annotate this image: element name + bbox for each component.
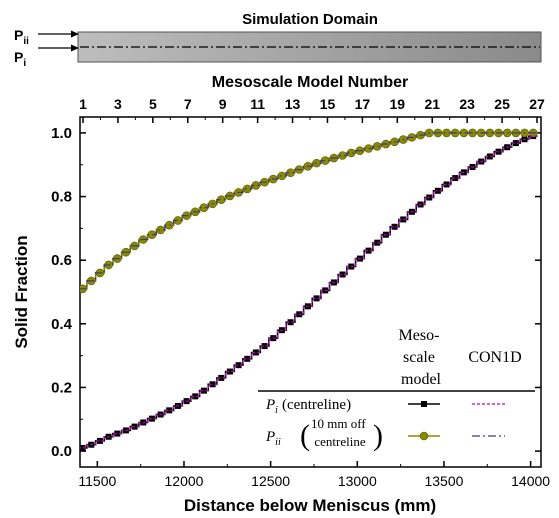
x-axis-label: Distance below Meniscus (mm) bbox=[184, 496, 436, 515]
data-point bbox=[261, 343, 268, 350]
series-3 bbox=[80, 135, 538, 449]
data-point bbox=[200, 387, 207, 394]
data-point bbox=[209, 381, 216, 388]
data-point bbox=[452, 175, 459, 182]
legend-entry-pii: Pii ( 10 mm off centreline ) bbox=[265, 416, 505, 452]
top-axis-ticks: 1 3 5 7 9 11 13 15 17 19 21 23 25 27 bbox=[79, 96, 545, 123]
x-tick-label: 13500 bbox=[424, 473, 463, 489]
y-tick-label: 0.6 bbox=[51, 252, 72, 269]
legend-paren-right: ) bbox=[373, 419, 383, 452]
y-tick-label: 0.4 bbox=[51, 316, 73, 333]
data-point bbox=[148, 415, 155, 422]
legend-con1d-header: CON1D bbox=[468, 349, 521, 366]
data-point bbox=[365, 247, 372, 254]
top-tick-label: 3 bbox=[114, 96, 122, 112]
top-axis-label: Mesoscale Model Number bbox=[212, 74, 409, 91]
data-point bbox=[443, 181, 450, 188]
svg-text:Pi(centreline): Pi (centreline) bbox=[265, 397, 351, 416]
data-point bbox=[96, 437, 103, 444]
y-tick-label: 1.0 bbox=[51, 125, 72, 142]
y-tick-label: 0.2 bbox=[51, 379, 72, 396]
top-tick-label: 19 bbox=[390, 96, 406, 112]
data-point bbox=[252, 349, 259, 356]
data-point bbox=[287, 319, 294, 326]
top-tick-label: 23 bbox=[459, 96, 475, 112]
data-point bbox=[434, 187, 441, 194]
y-axis-label: Solid Fraction bbox=[12, 235, 31, 348]
series-line bbox=[80, 132, 538, 290]
top-tick-label: 17 bbox=[355, 96, 371, 112]
series-line bbox=[80, 135, 538, 449]
x-tick-label: 12500 bbox=[251, 473, 290, 489]
data-point bbox=[218, 374, 225, 381]
data-point bbox=[391, 223, 398, 230]
arrow-head-icon bbox=[71, 30, 79, 38]
top-tick-label: 7 bbox=[184, 96, 192, 112]
data-point bbox=[400, 216, 407, 223]
arrow-head-icon bbox=[71, 44, 79, 52]
top-tick-label: 15 bbox=[320, 96, 336, 112]
data-point bbox=[339, 271, 346, 278]
data-point bbox=[114, 430, 121, 437]
series-line bbox=[80, 132, 538, 290]
data-point bbox=[226, 368, 233, 375]
y-tick-label: 0.0 bbox=[51, 443, 72, 460]
x-axis-ticks: 11500 12000 12500 13000 13500 14000 bbox=[78, 461, 550, 489]
simulation-domain-panel: Simulation Domain Pii Pi bbox=[14, 11, 542, 69]
data-point bbox=[192, 393, 199, 400]
top-tick-label: 21 bbox=[424, 96, 440, 112]
legend-meso-header: Meso- scale model bbox=[399, 327, 444, 388]
legend-entry-pi: Pi (centreline) bbox=[265, 397, 505, 416]
svg-text:10 mm off centreline: 10 mm off centreline bbox=[311, 416, 369, 449]
x-tick-label: 14000 bbox=[511, 473, 550, 489]
legend-paren-left: ( bbox=[300, 419, 310, 452]
x-tick-label: 11500 bbox=[78, 473, 116, 489]
y-tick-label: 0.8 bbox=[51, 189, 72, 206]
legend: Meso- scale model CON1D Pi (centreline) P… bbox=[258, 327, 535, 452]
data-point bbox=[313, 295, 320, 302]
top-tick-label: 11 bbox=[250, 96, 265, 112]
y-axis-ticks: 0.0 0.2 0.4 0.6 0.8 1.0 bbox=[51, 125, 541, 460]
arrow-pii: Pii bbox=[14, 27, 79, 47]
top-tick-label: 1 bbox=[79, 96, 87, 112]
x-tick-label: 13000 bbox=[338, 473, 377, 489]
legend-square-marker bbox=[421, 401, 427, 407]
data-point bbox=[244, 355, 251, 362]
legend-circle-marker bbox=[419, 431, 429, 441]
x-tick-label: 12000 bbox=[165, 473, 204, 489]
top-tick-label: 27 bbox=[529, 96, 545, 112]
domain-title: Simulation Domain bbox=[242, 11, 378, 28]
data-point bbox=[166, 407, 173, 414]
data-point bbox=[495, 148, 502, 155]
top-tick-label: 13 bbox=[285, 96, 301, 112]
arrow-pi: Pi bbox=[14, 44, 79, 69]
svg-text:Pii: Pii bbox=[265, 429, 281, 448]
data-point bbox=[512, 140, 519, 147]
data-point bbox=[486, 153, 493, 160]
series-layer bbox=[80, 128, 538, 451]
top-tick-label: 9 bbox=[219, 96, 227, 112]
data-point bbox=[164, 220, 174, 230]
series-4 bbox=[80, 132, 538, 290]
series-2 bbox=[80, 128, 538, 294]
top-tick-label: 25 bbox=[494, 96, 510, 112]
arrow-pi-label: Pi bbox=[14, 49, 26, 69]
top-tick-label: 5 bbox=[149, 96, 157, 112]
data-point bbox=[502, 128, 512, 138]
arrow-pii-label: Pii bbox=[14, 27, 29, 47]
data-point bbox=[235, 362, 242, 369]
data-point bbox=[80, 444, 86, 451]
